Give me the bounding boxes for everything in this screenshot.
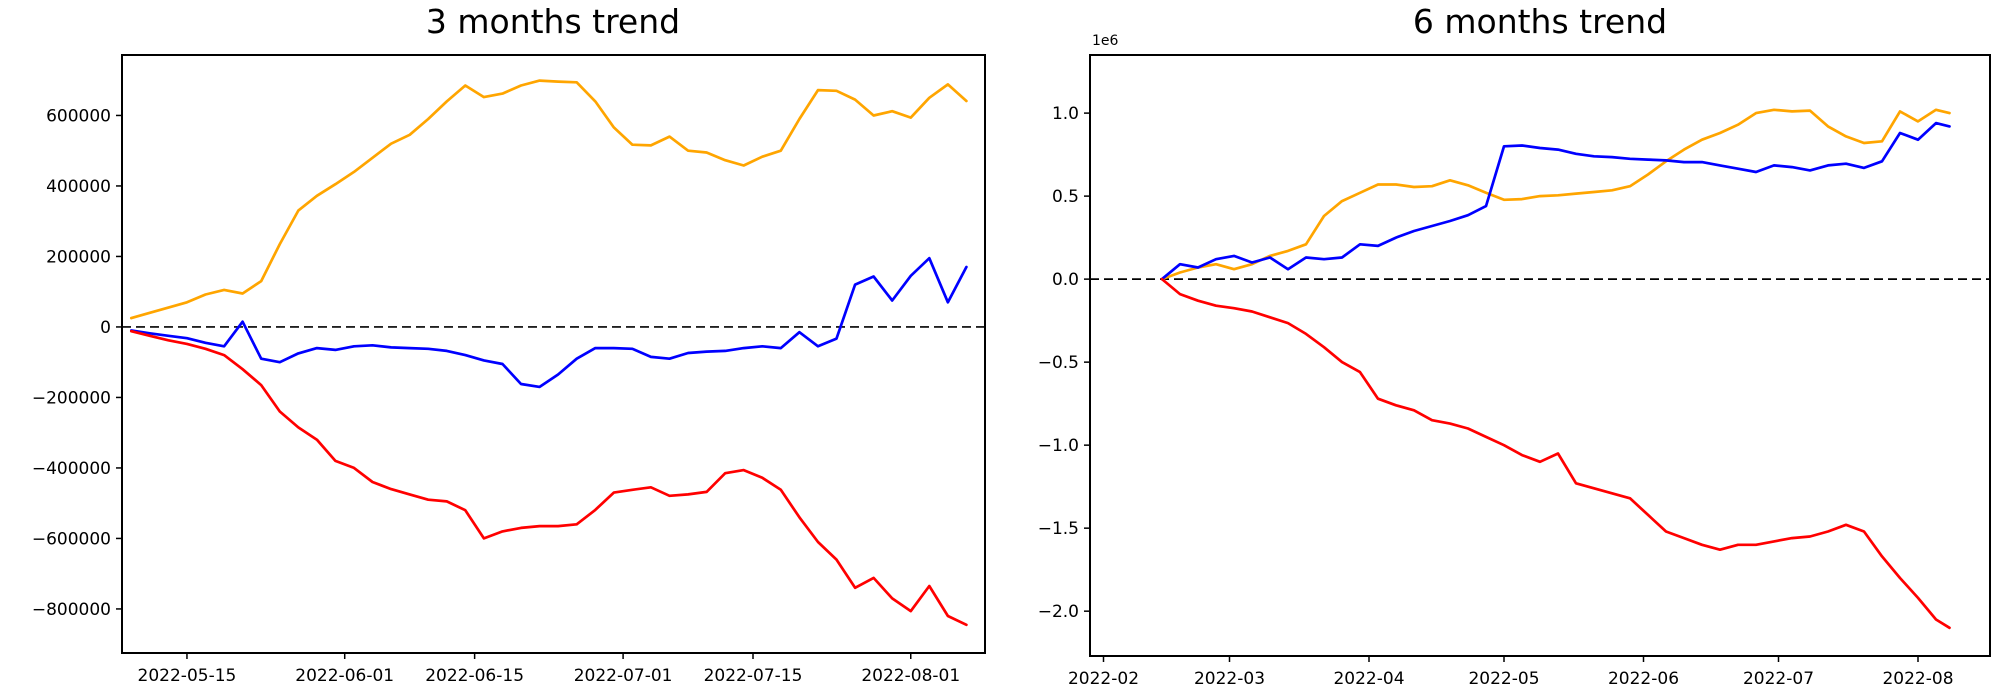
right-chart-title: 6 months trend bbox=[1412, 2, 1668, 41]
trend-3m-x-tick-label: 2022-06-01 bbox=[295, 666, 394, 686]
trend-6m-y-tick-label: −1.5 bbox=[1038, 519, 1079, 539]
trend-3m-y-tick-label: 200000 bbox=[46, 247, 111, 267]
trend-3m-series-line-blue bbox=[129, 256, 968, 389]
trend-3m-series-line-orange bbox=[129, 79, 968, 320]
trend-6m-x-tick-label: 2022-05 bbox=[1468, 669, 1539, 689]
trend-3m-y-tick-label: 0 bbox=[100, 318, 111, 338]
trend-6m-series-line-red bbox=[1160, 277, 1951, 630]
trend-6m-x-tick-label: 2022-04 bbox=[1333, 669, 1404, 689]
trend-3m-y-tick-label: −600000 bbox=[32, 529, 111, 549]
trend-3m-y-tick-label: −200000 bbox=[32, 388, 111, 408]
trend-6m-y-tick-label: 0.5 bbox=[1052, 187, 1079, 207]
trend-6m-y-tick-label: 1.0 bbox=[1052, 104, 1079, 124]
trend-6m-series-line-blue bbox=[1160, 121, 1951, 281]
trend-3m-y-tick-label: −400000 bbox=[32, 459, 111, 479]
trend-3m-y-tick-label: −800000 bbox=[32, 600, 111, 620]
trend-3m-x-tick-label: 2022-08-01 bbox=[861, 666, 960, 686]
y-axis-offset-label: 1e6 bbox=[1092, 33, 1119, 49]
trend-3m-x-tick-label: 2022-05-15 bbox=[138, 666, 237, 686]
trend-3m-plot-border bbox=[121, 54, 986, 654]
trend-6m-x-tick-label: 2022-03 bbox=[1194, 669, 1265, 689]
trend-6m-y-tick-label: 0.0 bbox=[1052, 270, 1079, 290]
trend-3m-x-tick-label: 2022-07-15 bbox=[704, 666, 803, 686]
trend-3m-series-line-red bbox=[129, 329, 968, 627]
trend-6m-y-tick-label: −1.0 bbox=[1038, 436, 1079, 456]
trend-6m-x-tick-label: 2022-07 bbox=[1743, 669, 1814, 689]
trend-6m-plot-border bbox=[1089, 54, 1991, 657]
trend-6m-y-tick-label: −2.0 bbox=[1038, 602, 1079, 622]
trend-6m-x-tick-label: 2022-06 bbox=[1608, 669, 1679, 689]
trend-3m-x-tick-label: 2022-06-15 bbox=[425, 666, 524, 686]
trend-6m-x-tick-label: 2022-02 bbox=[1068, 669, 1139, 689]
trend-6m-y-tick-label: −0.5 bbox=[1038, 353, 1079, 373]
trend-3m-y-tick-label: 600000 bbox=[46, 106, 111, 126]
trend-3m-x-tick-label: 2022-07-01 bbox=[574, 666, 673, 686]
left-chart-title: 3 months trend bbox=[425, 2, 681, 41]
trend-3m-y-tick-label: 400000 bbox=[46, 177, 111, 197]
trend-6m-x-tick-label: 2022-08 bbox=[1882, 669, 1953, 689]
trend-6m-series-line-orange bbox=[1160, 108, 1951, 281]
